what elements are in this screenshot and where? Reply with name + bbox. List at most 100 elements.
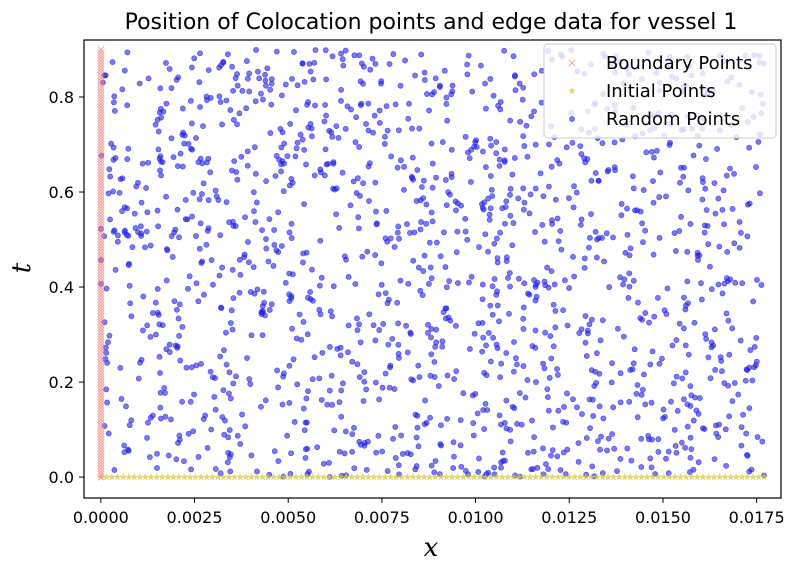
random-point [394, 229, 401, 236]
random-point [376, 396, 383, 403]
random-point [554, 366, 560, 372]
random-point [578, 216, 585, 223]
random-point [190, 189, 197, 196]
random-point [157, 167, 163, 174]
random-point [195, 159, 202, 165]
random-point [625, 295, 632, 301]
random-point [223, 199, 230, 206]
random-point [281, 140, 288, 147]
random-point [121, 67, 128, 74]
random-point [319, 349, 326, 356]
random-point [271, 227, 278, 233]
initial-point [715, 473, 724, 481]
random-point [376, 119, 383, 126]
random-point [270, 263, 277, 269]
random-point [405, 280, 412, 287]
random-point [286, 229, 293, 236]
random-point [629, 173, 636, 180]
random-point [609, 431, 616, 437]
random-point [480, 407, 487, 413]
random-point [179, 398, 186, 405]
initial-point [437, 473, 445, 481]
random-point [500, 458, 506, 464]
random-point [259, 332, 266, 339]
random-point [395, 320, 402, 327]
random-point [357, 339, 364, 346]
random-point [129, 244, 136, 251]
random-point [448, 170, 455, 177]
random-point [739, 280, 746, 287]
random-point [281, 370, 287, 377]
random-point [520, 326, 527, 332]
random-point [138, 230, 145, 237]
random-point [118, 395, 125, 402]
random-point [462, 228, 469, 235]
initial-point [320, 473, 328, 481]
random-point [640, 187, 647, 193]
random-point [487, 302, 494, 309]
random-point [275, 384, 281, 391]
random-point [451, 376, 457, 382]
random-point [244, 75, 251, 82]
random-point [360, 398, 367, 404]
boundary-point [97, 355, 105, 364]
random-point [109, 59, 116, 65]
random-point [339, 169, 346, 176]
random-point [323, 161, 330, 168]
random-point [395, 462, 402, 469]
random-point [361, 442, 368, 449]
random-point [126, 422, 133, 429]
random-point [441, 67, 448, 74]
random-point [731, 170, 737, 177]
random-point [205, 197, 212, 203]
random-point [512, 72, 518, 79]
random-point [314, 444, 321, 451]
initial-point [682, 473, 690, 481]
random-point [301, 427, 308, 434]
random-point [174, 306, 180, 313]
boundary-point [97, 66, 105, 74]
random-point [708, 344, 715, 351]
boundary-point [97, 249, 105, 257]
legend-label: Initial Points [606, 81, 716, 102]
initial-point [654, 473, 663, 481]
random-point [682, 444, 689, 451]
random-point [146, 454, 153, 461]
random-point [370, 129, 376, 136]
random-point [404, 221, 410, 227]
random-point [678, 213, 684, 220]
random-point [338, 86, 345, 93]
random-point [354, 315, 360, 322]
random-point [252, 98, 259, 105]
plot-area [97, 45, 768, 481]
initial-point [598, 473, 607, 481]
initial-point [347, 473, 356, 481]
boundary-point [97, 126, 105, 134]
random-point [444, 415, 451, 422]
random-point [754, 277, 760, 283]
random-point [610, 404, 617, 411]
random-point [521, 280, 528, 287]
initial-point [542, 473, 551, 481]
initial-point [152, 473, 161, 481]
random-point [125, 447, 132, 454]
random-point [310, 76, 317, 83]
random-point [719, 290, 726, 297]
random-point [349, 431, 356, 437]
random-point [189, 146, 196, 153]
random-point [413, 434, 420, 441]
random-point [375, 291, 382, 298]
random-point [606, 284, 613, 291]
initial-point [699, 473, 707, 481]
random-point [384, 238, 391, 245]
random-point [507, 438, 514, 445]
boundary-point [97, 335, 105, 343]
random-point [176, 234, 182, 241]
boundary-point [97, 427, 105, 435]
random-point [188, 364, 195, 371]
random-point [343, 256, 349, 263]
random-point [647, 455, 654, 462]
random-point [304, 331, 311, 338]
random-point [366, 160, 373, 167]
random-point [282, 279, 289, 286]
